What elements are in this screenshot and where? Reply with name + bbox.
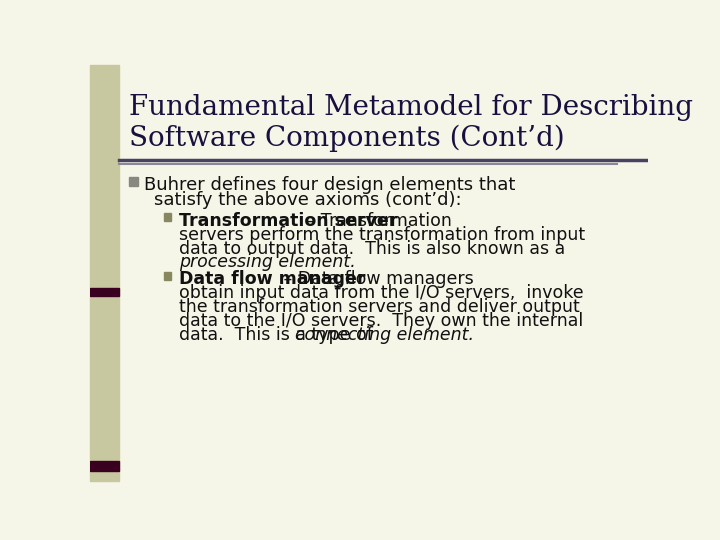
Text: satisfy the above axioms (cont’d):: satisfy the above axioms (cont’d): — [153, 191, 462, 209]
Bar — [90, 65, 120, 481]
Text: data.  This is a type of: data. This is a type of — [179, 326, 379, 344]
Bar — [163, 272, 171, 280]
Bar — [129, 177, 138, 186]
Text: data to the I/O servers.  They own the internal: data to the I/O servers. They own the in… — [179, 312, 583, 330]
Text: the transformation servers and deliver output: the transformation servers and deliver o… — [179, 298, 580, 316]
Text: Buhrer defines four design elements that: Buhrer defines four design elements that — [144, 176, 516, 194]
Text: servers perform the transformation from input: servers perform the transformation from … — [179, 226, 585, 244]
Text: – Data flow managers: – Data flow managers — [279, 271, 474, 288]
Bar — [90, 461, 120, 470]
Text: Fundamental Metamodel for Describing: Fundamental Metamodel for Describing — [129, 94, 693, 121]
Text: obtain input data from the I/O servers,  invoke: obtain input data from the I/O servers, … — [179, 284, 584, 302]
Text: – Transformation: – Transformation — [301, 212, 451, 230]
Text: connecting element.: connecting element. — [295, 326, 474, 344]
Text: Data flow manager: Data flow manager — [179, 271, 366, 288]
Bar — [90, 288, 120, 296]
Text: processing element.: processing element. — [179, 253, 356, 272]
Text: Software Components (Cont’d): Software Components (Cont’d) — [129, 125, 564, 152]
Text: data to output data.  This is also known as a: data to output data. This is also known … — [179, 240, 565, 258]
Text: Transformation server: Transformation server — [179, 212, 397, 230]
Bar — [163, 213, 171, 221]
